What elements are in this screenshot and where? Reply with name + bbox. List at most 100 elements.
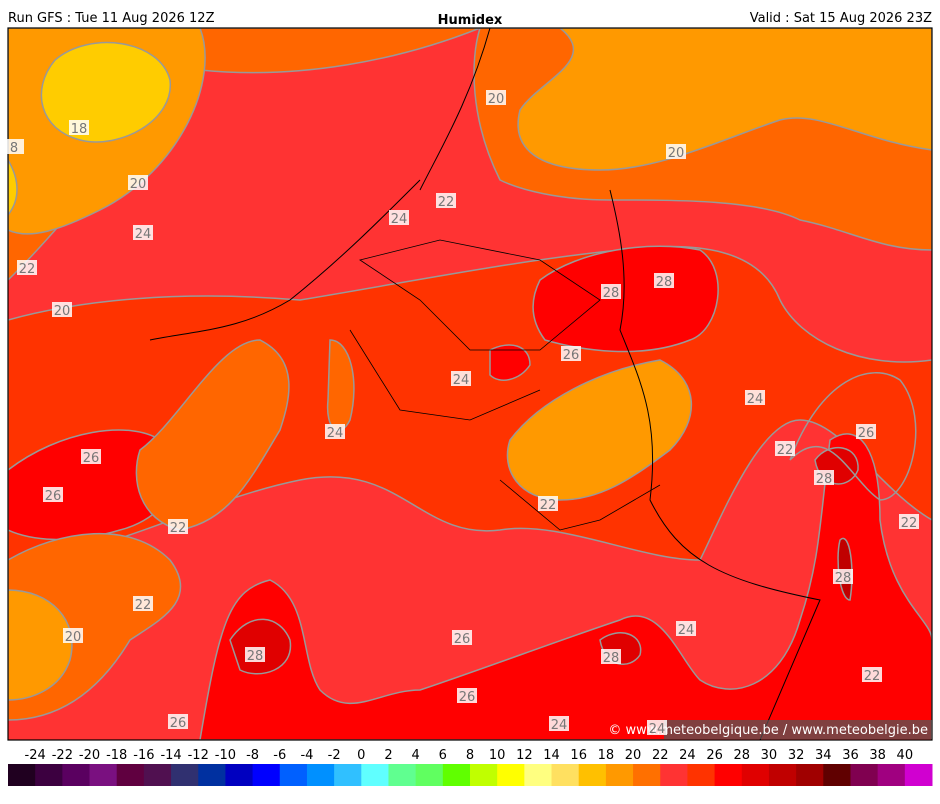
contour-label: 22 (901, 516, 918, 531)
colorbar-label: -20 (79, 748, 100, 763)
contour-label: 8 (10, 141, 18, 156)
colorbar-label: -12 (188, 748, 209, 763)
colorbar-label: -8 (246, 748, 259, 763)
valid-info: Valid : Sat 15 Aug 2026 23Z (750, 11, 932, 26)
label-box (833, 569, 853, 584)
label-box (561, 346, 581, 361)
colorbar-label: -24 (25, 748, 46, 763)
contour-label: 24 (747, 392, 764, 407)
colorbar-label: -16 (133, 748, 154, 763)
label-box (81, 449, 101, 464)
colorbar-label: -4 (300, 748, 313, 763)
colorbar-label: 12 (516, 748, 533, 763)
contour-label: 26 (45, 489, 62, 504)
color-swatch (633, 764, 661, 786)
contour-label: 20 (130, 177, 147, 192)
contour-label: 20 (65, 630, 82, 645)
label-box (457, 688, 477, 703)
colorbar-label: 40 (897, 748, 914, 763)
label-box (128, 175, 148, 190)
contour-label: 22 (135, 598, 152, 613)
contour-label: 24 (135, 227, 152, 242)
contour-label: 24 (649, 722, 666, 737)
color-swatch (62, 764, 91, 786)
colorbar-label: 28 (733, 748, 750, 763)
contour-label: 28 (603, 286, 620, 301)
contour-label: 24 (551, 718, 568, 733)
colorbar-label: 2 (384, 748, 392, 763)
label-box (389, 210, 409, 225)
color-swatch (279, 764, 308, 786)
color-swatch (714, 764, 743, 786)
label-box (452, 630, 472, 645)
label-box (862, 667, 882, 682)
label-box (601, 649, 621, 664)
label-box (69, 120, 89, 135)
colorbar-label: 6 (439, 748, 447, 763)
label-box (245, 647, 265, 662)
contour-label: 20 (488, 92, 505, 107)
label-box (43, 487, 63, 502)
colorbar-label: 8 (466, 748, 474, 763)
label-box (647, 720, 667, 735)
label-box (17, 260, 37, 275)
colorbar-label: 24 (679, 748, 696, 763)
run-info: Run GFS : Tue 11 Aug 2026 12Z (8, 11, 215, 26)
colorbar-label: 16 (570, 748, 587, 763)
contour-label: 28 (603, 651, 620, 666)
color-swatch (171, 764, 199, 786)
colorbar-label: -10 (215, 748, 236, 763)
contour-label: 24 (453, 373, 470, 388)
color-swatch (470, 764, 498, 786)
colorbar-label: -6 (273, 748, 286, 763)
color-swatch (578, 764, 607, 786)
colorbar-label: 4 (412, 748, 420, 763)
contour-label: 20 (668, 146, 685, 161)
label-box (325, 424, 345, 439)
color-swatch (442, 764, 471, 786)
colorbar-label: -22 (52, 748, 73, 763)
colorbar: -24 -22 -20 -18 -16 -14 -12 -10 -8 -6 -4 -2 0 2 4 6 8 10 1… (8, 748, 933, 786)
color-swatch (551, 764, 580, 786)
contour-label: 24 (391, 212, 408, 227)
colorbar-label: 38 (869, 748, 886, 763)
label-box (451, 371, 471, 386)
contour-label: 26 (170, 716, 187, 731)
contour-label: 22 (438, 195, 455, 210)
colorbar-label: 32 (788, 748, 805, 763)
colorbar-label: 30 (761, 748, 778, 763)
label-box (63, 628, 83, 643)
colorbar-label: 20 (625, 748, 642, 763)
contour-label: 28 (835, 571, 852, 586)
label-box (52, 302, 72, 317)
contour-label: 22 (540, 498, 557, 513)
contour-labels: 18 8 20 20 20 24 22 24 22 20 28 28 26 24 24 24 26 22 26 28 2… (4, 90, 919, 737)
color-swatch (361, 764, 389, 786)
color-swatch (334, 764, 362, 786)
color-swatch (687, 764, 716, 786)
contour-label: 22 (170, 521, 187, 536)
color-swatch (850, 764, 879, 786)
color-swatch (415, 764, 444, 786)
label-box (775, 441, 795, 456)
color-swatch (877, 764, 906, 786)
color-swatch (252, 764, 281, 786)
color-swatch (8, 764, 36, 786)
label-box (538, 496, 558, 511)
contour-label: 22 (19, 262, 36, 277)
label-box (133, 225, 153, 240)
label-box (814, 470, 834, 485)
contour-label: 24 (327, 426, 344, 441)
color-swatch (225, 764, 254, 786)
color-swatch (143, 764, 172, 786)
color-swatch (524, 764, 553, 786)
label-box (745, 390, 765, 405)
color-swatch (497, 764, 525, 786)
color-swatch (116, 764, 145, 786)
label-box (133, 596, 153, 611)
contour-label: 28 (816, 472, 833, 487)
contour-label: 28 (247, 649, 264, 664)
colorbar-label: 26 (706, 748, 723, 763)
label-box (601, 284, 621, 299)
contour-label: 26 (563, 348, 580, 363)
